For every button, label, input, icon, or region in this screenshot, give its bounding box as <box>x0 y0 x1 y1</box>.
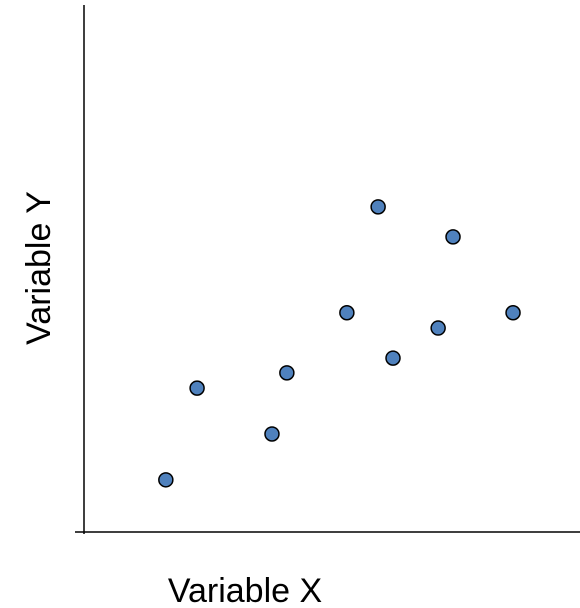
point <box>279 365 295 381</box>
y-axis-label: Variable Y <box>20 191 58 345</box>
point <box>445 229 461 245</box>
point <box>339 305 355 321</box>
point <box>430 320 446 336</box>
point <box>158 472 174 488</box>
point <box>189 380 205 396</box>
point <box>505 305 521 321</box>
point <box>264 426 280 442</box>
x-axis-label: Variable X <box>168 572 322 608</box>
point <box>385 350 401 366</box>
point <box>370 199 386 215</box>
